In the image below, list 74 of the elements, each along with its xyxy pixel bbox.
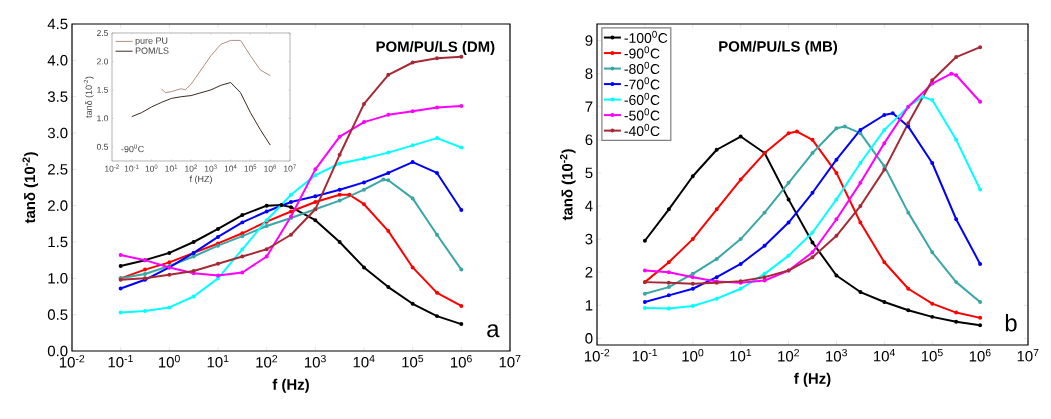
y-tick-label: 0.5: [47, 309, 68, 320]
y-tick-label: 4.5: [47, 18, 68, 30]
text: POM/PU/LS (DM): [376, 40, 495, 55]
y-tick-label: 2.0: [48, 200, 68, 211]
x-tick-label: 10$^{5}$: [921, 348, 943, 362]
x-tick-label: 10$^{6}$: [264, 164, 277, 172]
x-tick-label: 10$^{-1}$: [108, 354, 133, 368]
x-tick-label: 10$^{3}$: [204, 164, 217, 172]
x-axis-title: f (Hz): [272, 378, 309, 393]
legend-label: -80$^{0}$C: [624, 61, 660, 74]
x-tick-label: 10$^{-1}$: [124, 164, 139, 172]
annotation: b: [1005, 313, 1017, 332]
y-tick-label: 9: [585, 35, 593, 46]
y-tick-label: 0: [585, 333, 593, 344]
y-tick-label: 1: [585, 300, 593, 311]
y-tick-label: 4.0: [47, 55, 68, 66]
x-tick-label: 10$^{-2}$: [105, 164, 119, 172]
x-tick-label: 10$^{4}$: [353, 354, 375, 368]
x-axis-title: f (HZ): [189, 175, 212, 184]
y-tick-label: 7: [585, 101, 593, 112]
y-tick-label: 2: [585, 266, 593, 278]
text: POM/PU/LS (MB): [719, 40, 838, 55]
y-tick-label: 4: [585, 200, 593, 212]
y-tick-label: 1.0: [48, 273, 68, 284]
x-tick-label: 10$^{6}$: [451, 354, 472, 368]
x-tick-label: 10$^{0}$: [159, 354, 180, 368]
y-tick-label: 1.5: [48, 236, 68, 248]
x-tick-label: 10$^{7}$: [284, 164, 296, 172]
y-tick-label: 8: [585, 68, 593, 79]
x-tick-label: 10$^{0}$: [682, 348, 704, 362]
y-tick-label: 1.5: [97, 86, 109, 93]
y-tick-label: 3: [585, 233, 593, 245]
legend-label: -70$^{0}$C: [624, 77, 660, 90]
y-tick-label: 3.5: [47, 91, 68, 102]
y-tick-label: 2.0: [97, 58, 109, 65]
legend-label: -50$^{0}$C: [624, 108, 660, 121]
legend-label: -100$^{0}$C: [624, 30, 668, 43]
y-axis-title: tanδ (10$^{-2}$): [22, 152, 39, 224]
legend-label: -40$^{0}$C: [624, 123, 660, 137]
y-tick-label: 5: [585, 167, 593, 179]
y-tick-label: 3.0: [47, 127, 68, 139]
x-tick-label: 10$^{1}$: [730, 348, 752, 362]
x-tick-label: 10$^{3}$: [826, 348, 847, 362]
y-tick-label: 0.0: [47, 345, 68, 357]
x-tick-label: 10$^{5}$: [402, 354, 424, 368]
x-tick-label: 10$^{2}$: [256, 354, 278, 368]
x-tick-label: 10$^{4}$: [874, 348, 895, 362]
x-tick-label: 10$^{3}$: [305, 354, 326, 368]
x-tick-label: 10$^{-2}$: [584, 348, 610, 362]
x-tick-label: 10$^{-1}$: [632, 348, 658, 362]
x-tick-label: 10$^{1}$: [165, 164, 178, 172]
x-tick-label: 10$^{4}$: [224, 164, 237, 172]
legend-label: -90$^{0}$C: [624, 46, 660, 59]
x-axis-title: f (Hz): [794, 372, 831, 387]
x-tick-label: 10$^{2}$: [185, 164, 197, 172]
legend-label: POM/LS: [135, 47, 169, 54]
y-tick-label: 0.5: [96, 143, 109, 150]
y-axis-title: tanδ (10$^{-2}$): [559, 149, 576, 221]
legend-label: pure PU: [135, 37, 168, 46]
x-tick-label: 10$^{7}$: [1017, 348, 1039, 362]
x-tick-label: 10$^{6}$: [969, 348, 991, 362]
legend-label: -60$^{0}$C: [624, 92, 660, 105]
y-tick-label: 2.5: [97, 30, 109, 36]
y-axis-title: tanδ (10$^{-2}$): [83, 76, 94, 118]
x-tick-label: 10$^{0}$: [145, 164, 158, 172]
annotation: a: [487, 324, 500, 338]
annotation: -90$^{0}$C: [121, 144, 144, 153]
y-tick-label: 6: [585, 134, 593, 146]
x-tick-label: 10$^{1}$: [207, 354, 229, 368]
x-tick-label: 10$^{7}$: [499, 354, 521, 368]
x-tick-label: 10$^{5}$: [244, 164, 257, 172]
y-tick-label: 1.0: [97, 115, 109, 122]
x-tick-label: 10$^{2}$: [778, 348, 799, 362]
y-tick-label: 2.5: [48, 164, 68, 175]
